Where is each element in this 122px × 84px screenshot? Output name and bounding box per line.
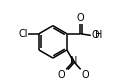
- Text: H: H: [95, 30, 103, 40]
- Text: O: O: [92, 30, 99, 40]
- Text: O: O: [76, 13, 84, 23]
- Text: O: O: [58, 70, 65, 80]
- Text: O: O: [81, 70, 89, 80]
- Text: Cl: Cl: [18, 29, 28, 39]
- Text: N: N: [70, 56, 77, 66]
